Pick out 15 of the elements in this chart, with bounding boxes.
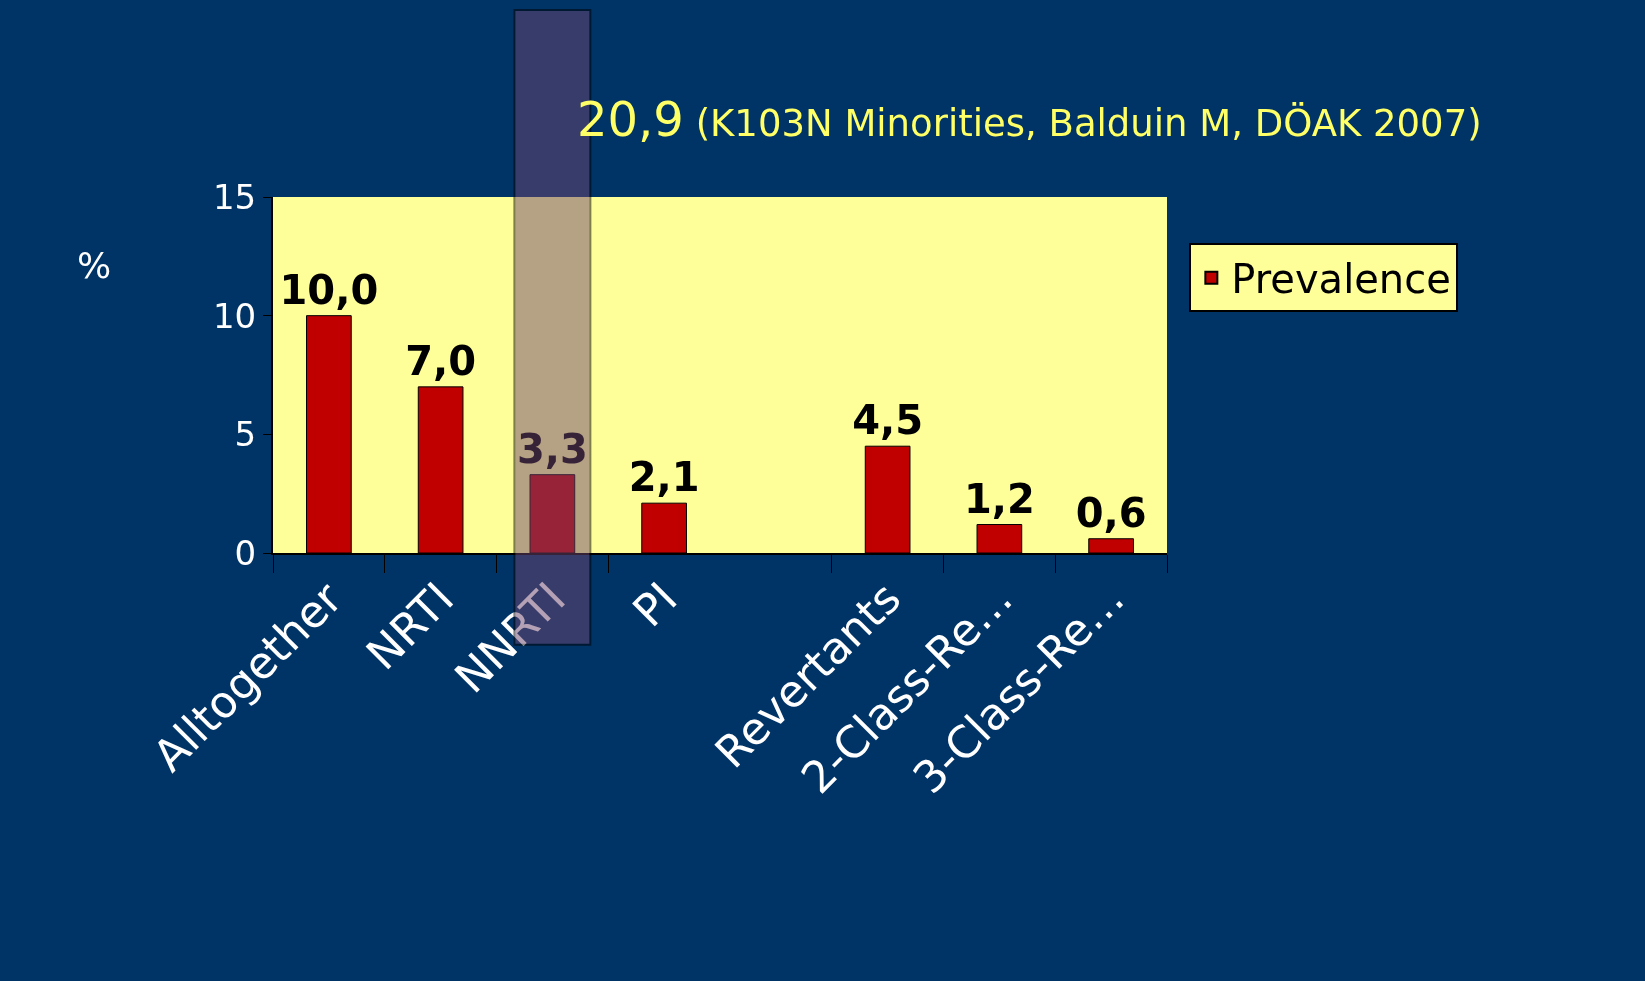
- x-tick-label: PI: [622, 572, 687, 637]
- legend-label: Prevalence: [1231, 256, 1451, 303]
- text: 20,9 (K103N Minorities, Balduin M, DÖAK 2007): [577, 91, 1482, 147]
- data-label: 3,3: [516, 425, 588, 472]
- y-tick-label: 5: [234, 414, 257, 455]
- data-label: 1,2: [963, 475, 1035, 522]
- y-tick-label: 15: [212, 176, 257, 217]
- data-label: 10,0: [279, 266, 379, 313]
- data-label: 7,0: [405, 337, 477, 384]
- data-label: 0,6: [1075, 489, 1147, 536]
- y-axis-title: %: [77, 245, 112, 286]
- data-label: 4,5: [852, 397, 924, 444]
- data-label: 2,1: [628, 454, 700, 501]
- y-tick-label: 10: [212, 295, 257, 336]
- y-tick-label: 0: [234, 532, 257, 573]
